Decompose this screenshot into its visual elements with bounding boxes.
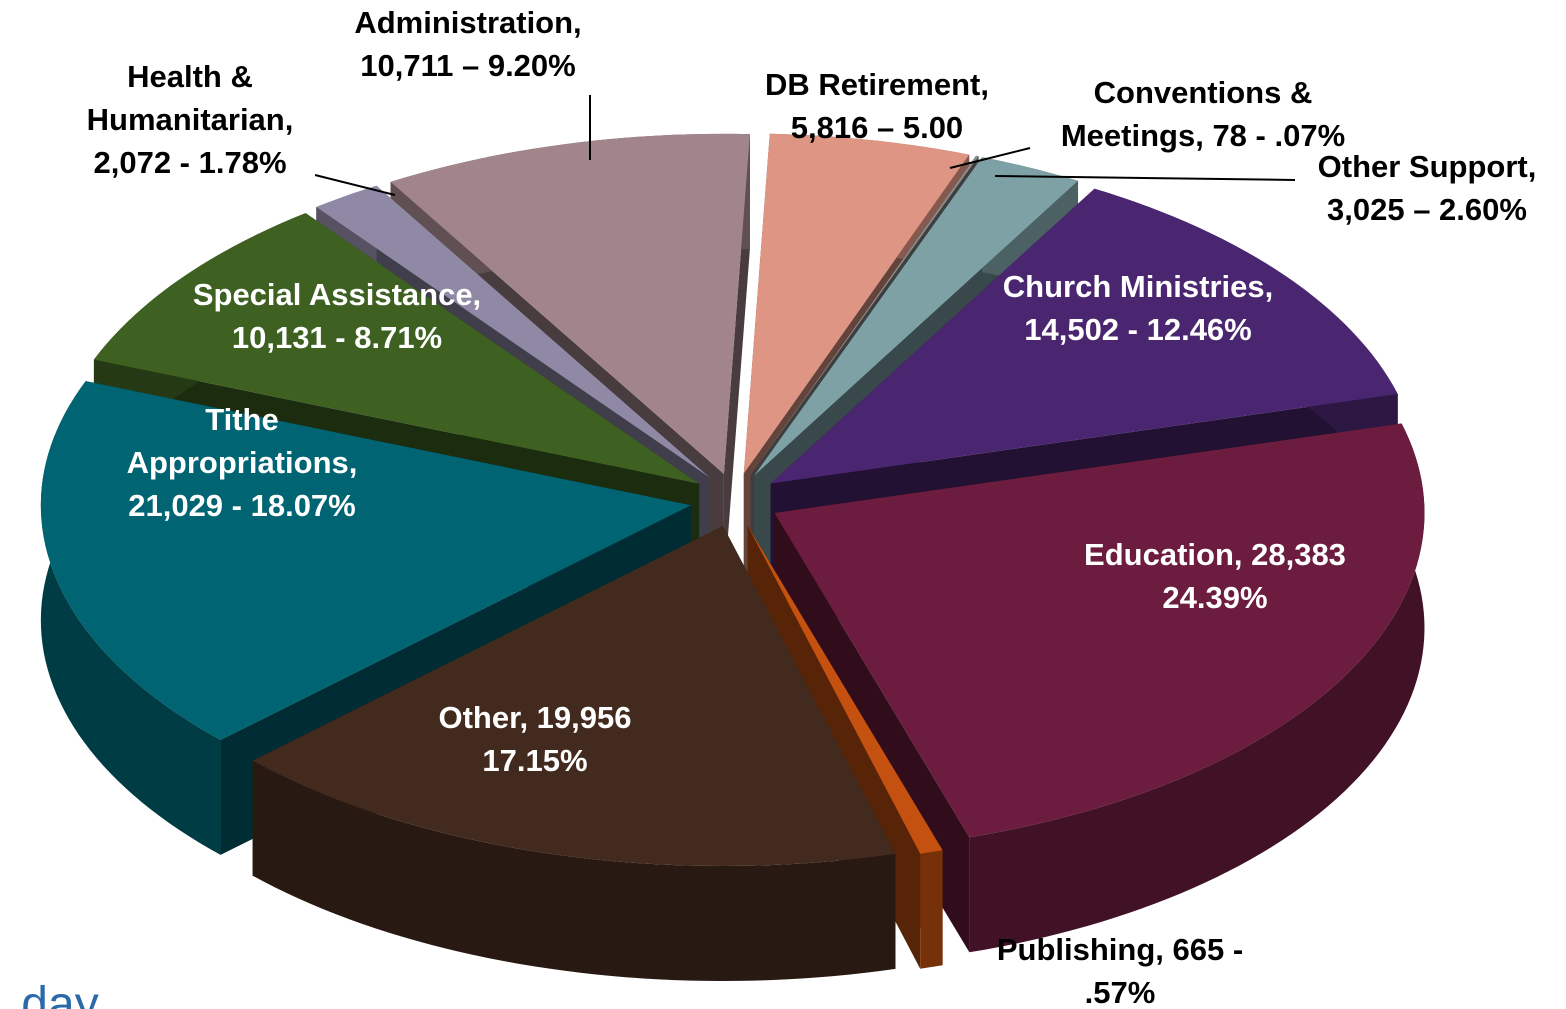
data-label: 17.15% [482, 743, 587, 778]
slice-side [252, 760, 896, 982]
data-label: .57% [1085, 975, 1156, 1009]
data-label: Education, 28,383 [1084, 537, 1346, 572]
slice-top [774, 423, 1425, 838]
data-label: Publishing, 665 - [997, 932, 1243, 967]
leader-line [314, 174, 396, 196]
data-label: Humanitarian, [87, 102, 294, 137]
slice-top [252, 526, 896, 867]
slice-top [770, 188, 1398, 484]
data-label: Tithe [205, 402, 279, 437]
leader-line [949, 147, 1031, 169]
data-label: 14,502 - 12.46% [1024, 312, 1252, 347]
slice-top [93, 213, 700, 484]
data-label: 24.39% [1162, 580, 1267, 615]
slice-top [40, 381, 691, 740]
data-label: Other Support, [1318, 149, 1537, 184]
data-label: Appropriations, [127, 445, 358, 480]
data-label: 2,072 - 1.78% [93, 145, 286, 180]
data-label: Health & [127, 59, 253, 94]
slice-side [969, 423, 1425, 953]
slice-top [743, 133, 970, 474]
slice-side [40, 381, 221, 855]
data-label: Other, 19,956 [438, 700, 631, 735]
data-label: Meetings, 78 - .07% [1061, 118, 1345, 153]
slice-top [390, 133, 750, 474]
data-label: DB Retirement, [765, 67, 989, 102]
data-label: 5,816 – 5.00 [791, 110, 963, 145]
slice-top [747, 525, 943, 854]
data-label: 21,029 - 18.07% [128, 488, 356, 523]
slice [252, 526, 896, 982]
data-label: 3,025 – 2.60% [1327, 192, 1527, 227]
labels: DB Retirement, 5,816 – 5.00 Conventions & M… [87, 5, 1537, 1009]
slice-top [754, 157, 1079, 476]
logo-text: day [21, 978, 98, 1009]
data-label: 10,711 – 9.20% [360, 48, 575, 83]
slices [40, 133, 1425, 982]
data-label: Church Ministries, [1003, 269, 1273, 304]
slice-side [920, 850, 943, 969]
data-label: Conventions & [1094, 75, 1313, 110]
slice-top [750, 155, 979, 475]
leader-line [994, 175, 1296, 181]
data-label: 10,131 - 8.71% [232, 320, 442, 355]
data-label: Special Assistance, [193, 277, 481, 312]
data-label: Administration, [354, 5, 581, 40]
slice-top [316, 185, 710, 478]
